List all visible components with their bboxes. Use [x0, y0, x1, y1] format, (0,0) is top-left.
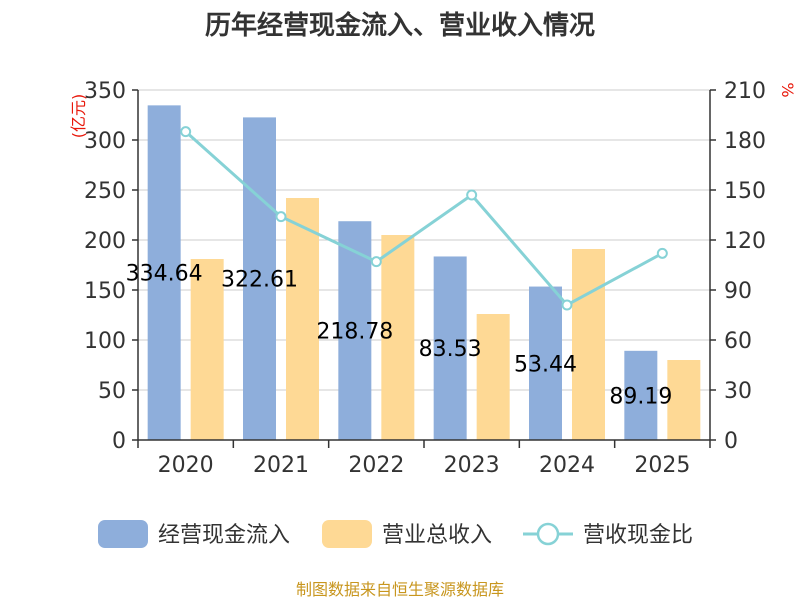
bar-cash-inflow: [147, 105, 181, 441]
bar-total-revenue: [286, 198, 319, 440]
left-tick-label: 50: [98, 379, 126, 404]
left-tick-label: 200: [84, 229, 126, 254]
legend-label-cash-inflow: 经营现金流入: [158, 523, 290, 548]
left-tick-label: 300: [84, 129, 126, 154]
bar-total-revenue: [476, 314, 510, 440]
ratio-point: [466, 189, 478, 201]
ratio-point: [275, 211, 287, 223]
bar-value-label: 218.78: [316, 320, 393, 345]
left-tick-label: 100: [84, 329, 126, 354]
x-tick-label: 2020: [158, 453, 214, 478]
right-tick-label: 180: [724, 129, 766, 154]
bar-cash-inflow: [529, 286, 562, 440]
legend-swatch-total-revenue: [322, 520, 372, 548]
right-tick-label: 90: [724, 279, 752, 304]
legend-label-ratio: 营收现金比: [583, 523, 693, 548]
ratio-point: [370, 256, 382, 268]
right-tick-label: 210: [724, 79, 766, 104]
bar-total-revenue: [572, 249, 605, 440]
bar-total-revenue: [667, 360, 701, 440]
bar-value-label: 89.19: [609, 384, 672, 409]
data-labels: 334.64 322.61 218.78 83.53 53.44 89.19: [126, 262, 673, 410]
bar-total-revenue: [190, 259, 224, 440]
axes: 0 50 100 150 200 250 300 350 0 30 60 90 120 150 180 210…: [84, 79, 766, 478]
bar-cash-inflow: [433, 256, 467, 440]
bar-value-label: 334.64: [126, 262, 203, 287]
left-tick-label: 150: [84, 279, 126, 304]
x-tick-label: 2021: [253, 453, 309, 478]
bar-cash-inflow: [624, 350, 658, 440]
bar-value-label: 83.53: [419, 337, 482, 362]
left-tick-label: 250: [84, 179, 126, 204]
legend: 经营现金流入 营业总收入 营收现金比: [98, 520, 693, 548]
x-tick-label: 2022: [348, 453, 404, 478]
right-tick-label: 120: [724, 229, 766, 254]
source-note: 制图数据来自恒生聚源数据库: [296, 580, 504, 599]
bar-cash-inflow: [243, 117, 276, 440]
x-tick-label: 2025: [634, 453, 690, 478]
legend-swatch-ratio-marker: [536, 522, 560, 546]
ratio-line: [180, 126, 668, 311]
ratio-point: [656, 247, 668, 259]
x-tick-label: 2024: [539, 453, 595, 478]
legend-label-total-revenue: 营业总收入: [382, 523, 492, 548]
left-tick-label: 0: [112, 429, 126, 454]
right-tick-label: 30: [724, 379, 752, 404]
chart-title: 历年经营现金流入、营业收入情况: [205, 10, 595, 41]
x-tick-label: 2023: [444, 453, 500, 478]
bar-value-label: 322.61: [221, 268, 298, 293]
right-tick-label: 150: [724, 179, 766, 204]
right-tick-label: 60: [724, 329, 752, 354]
grid: [138, 89, 710, 391]
right-axis-unit: %: [778, 82, 797, 97]
legend-swatch-cash-inflow: [98, 520, 148, 548]
ratio-point: [180, 126, 192, 138]
ratio-point: [561, 299, 573, 311]
ratio-line-path: [184, 130, 664, 307]
bar-total-revenue: [381, 235, 415, 440]
right-tick-label: 0: [724, 429, 738, 454]
bar-value-label: 53.44: [514, 352, 577, 377]
left-axis-unit: (亿元): [69, 94, 88, 139]
bars: [147, 105, 701, 441]
left-tick-label: 350: [84, 79, 126, 104]
